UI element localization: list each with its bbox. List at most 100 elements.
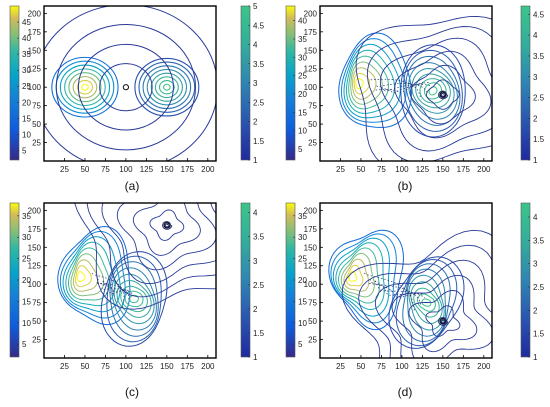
- parula-contour: [332, 237, 390, 317]
- y-tick-label: 25: [308, 336, 317, 345]
- blue-contour: [99, 63, 153, 112]
- panel-d: 25 50 75 100 125 150 175 2002550751001251501752…: [285, 202, 545, 399]
- right-colorbar-tick-label: 2: [253, 305, 258, 314]
- x-tick-label: 200: [477, 165, 491, 174]
- y-tick-label: 100: [304, 280, 318, 289]
- winter-contour: [124, 290, 144, 308]
- blue-contour: [74, 203, 216, 310]
- left-colorbar-tick-label: 25: [298, 255, 307, 264]
- left-colorbar-tick-label: 40: [22, 34, 31, 43]
- y-tick-label: 150: [304, 243, 318, 252]
- right-colorbar-tick-label: 5: [253, 2, 258, 11]
- parula-contour: [68, 72, 102, 103]
- winter-contour: [400, 44, 466, 138]
- left-colorbar-tick-label: 10: [22, 130, 31, 139]
- right-colorbar-tick-label: 2: [253, 118, 258, 127]
- left-colorbar-tick-label: 15: [298, 108, 307, 117]
- winter-contour: [116, 279, 152, 318]
- left-colorbar-tick-label: 15: [22, 297, 31, 306]
- y-tick-label: 75: [32, 102, 41, 111]
- winter-contour: [428, 86, 438, 96]
- right-colorbar-tick-label: 1.5: [253, 329, 265, 338]
- y-tick-label: 175: [304, 225, 318, 234]
- trajectory-trace: [364, 272, 416, 312]
- trajectory-trace: [96, 278, 130, 302]
- axes-frame: [319, 202, 493, 359]
- winter-contour: [100, 251, 168, 347]
- trajectory-trace: [97, 283, 125, 296]
- y-tick-label: 150: [28, 243, 42, 252]
- left-colorbar-tick-label: 15: [22, 114, 31, 123]
- x-tick-label: 125: [416, 165, 430, 174]
- winter-contour: [395, 258, 458, 347]
- contour-lines: [44, 6, 216, 161]
- left-colorbar: 5 10 15 20 25 30 35 40: [285, 5, 307, 161]
- right-colorbar-tick-label: 3.5: [253, 233, 265, 242]
- right-colorbar-tick-label: 2.5: [253, 98, 265, 107]
- right-colorbar-tick-label: 3: [253, 79, 258, 88]
- right-colorbar-tick-label: 2.5: [533, 94, 545, 103]
- right-colorbar-tick-label: 2.5: [533, 283, 545, 292]
- x-tick-label: 200: [201, 362, 215, 371]
- y-tick-label: 25: [308, 139, 317, 148]
- y-tick-label: 150: [304, 46, 318, 55]
- x-tick-label: 150: [160, 165, 174, 174]
- x-tick-label: 175: [457, 165, 471, 174]
- right-colorbar-bar: [520, 202, 531, 358]
- right-colorbar-bar: [240, 202, 251, 358]
- blue-contour: [149, 209, 185, 241]
- winter-contour: [402, 263, 451, 343]
- left-colorbar-tick-label: 5: [22, 146, 27, 155]
- axes-frame: [43, 5, 217, 162]
- y-tick-label: 25: [32, 139, 41, 148]
- blue-contour: [394, 50, 492, 139]
- x-tick-label: 100: [395, 362, 409, 371]
- trajectory-trace: [381, 81, 430, 94]
- blue-contour: [408, 290, 478, 353]
- panel-caption: (b): [398, 179, 413, 193]
- x-tick-label: 75: [101, 362, 110, 371]
- left-colorbar-tick-label: 30: [298, 233, 307, 242]
- winter-contour: [413, 287, 440, 318]
- left-colorbar-tick-label: 25: [22, 82, 31, 91]
- left-colorbar-tick-label: 15: [298, 297, 307, 306]
- right-colorbar: 1 1.5 2 2.5 3 3.5 4: [240, 202, 265, 362]
- winter-contour: [408, 274, 445, 331]
- right-colorbar-tick-label: 4.5: [533, 10, 545, 19]
- left-colorbar-tick-label: 25: [22, 255, 31, 264]
- y-tick-label: 175: [28, 28, 42, 37]
- left-colorbar-tick-label: 30: [22, 233, 31, 242]
- left-colorbar-tick-label: 5: [22, 340, 27, 349]
- left-colorbar-tick-label: 20: [298, 90, 307, 99]
- left-colorbar-tick-label: 10: [22, 319, 31, 328]
- winter-contour: [411, 67, 455, 114]
- blue-contour: [366, 26, 492, 161]
- winter-contour: [415, 73, 451, 109]
- parula-contour: [65, 241, 116, 307]
- trajectory-trace: [369, 283, 417, 298]
- y-tick-label: 200: [28, 206, 42, 215]
- winter-contour: [138, 61, 196, 113]
- plot-area: [44, 6, 216, 161]
- trajectory-trace: [381, 84, 432, 92]
- y-tick-label: 200: [304, 206, 318, 215]
- contour-lines: [338, 15, 492, 161]
- left-colorbar-tick-label: 20: [22, 276, 31, 285]
- blue-contour: [132, 203, 201, 256]
- y-tick-label: 50: [32, 120, 41, 129]
- blue-contour: [426, 79, 460, 110]
- y-tick-label: 125: [28, 65, 42, 74]
- winter-contour: [113, 273, 155, 325]
- trajectory-trace: [369, 278, 422, 305]
- left-colorbar-tick-label: 35: [22, 50, 31, 59]
- blue-contour: [77, 43, 174, 131]
- right-colorbar-tick-label: 1: [253, 353, 258, 362]
- left-colorbar-tick-label: 5: [298, 145, 303, 154]
- trajectory-trace: [374, 280, 425, 299]
- panel-c: 25 50 75 100 125 150 175 2002550751001251501752…: [9, 202, 265, 399]
- blue-contour: [374, 259, 492, 358]
- right-colorbar-bar: [520, 5, 531, 161]
- blue-contour: [341, 229, 492, 358]
- winter-contour: [150, 72, 183, 102]
